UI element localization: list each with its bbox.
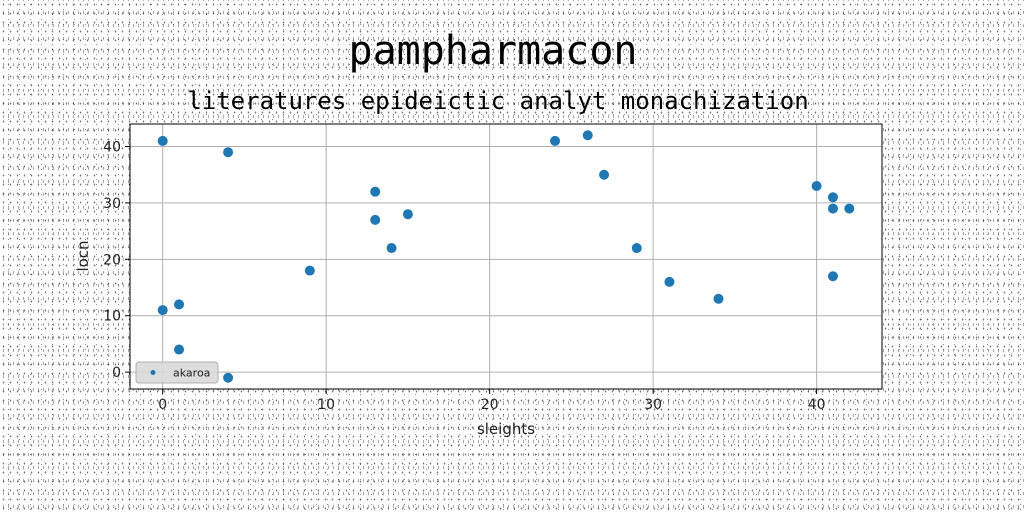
y-axis-ticks: 0 10 20 30 40	[103, 140, 130, 381]
y-tick-label: 30	[103, 196, 121, 212]
data-point	[174, 299, 185, 310]
data-point	[402, 209, 413, 220]
x-tick-label: 30	[644, 397, 662, 413]
data-point	[713, 293, 724, 304]
plot-frame	[129, 123, 883, 390]
data-point	[844, 203, 855, 214]
data-point	[304, 265, 315, 276]
y-tick-label: 10	[103, 309, 121, 325]
data-point	[157, 135, 168, 146]
data-point	[370, 186, 381, 197]
data-point	[582, 130, 593, 141]
data-point	[370, 214, 381, 225]
y-tick-label: 0	[112, 365, 121, 381]
data-point	[664, 276, 675, 287]
plot-area	[130, 124, 882, 389]
data-point	[811, 181, 822, 192]
data-point	[827, 271, 838, 282]
x-tick-label: 20	[481, 397, 499, 413]
data-point	[386, 243, 397, 254]
x-axis-ticks: 0 10 20 30 40	[158, 389, 826, 413]
chart-subtitle: literatures epideictic analyt monachizat…	[187, 87, 809, 115]
data-point	[157, 305, 168, 316]
data-point	[174, 344, 185, 355]
y-tick-label: 20	[103, 252, 121, 268]
x-tick-label: 40	[808, 397, 826, 413]
grid-lines	[130, 124, 882, 389]
data-point	[223, 372, 234, 383]
data-point	[827, 203, 838, 214]
legend-marker	[150, 370, 156, 375]
y-tick-label: 40	[103, 140, 121, 156]
chart-title: pampharmacon	[348, 28, 638, 74]
x-tick-label: 10	[317, 397, 335, 413]
data-point	[550, 135, 561, 146]
data-point	[827, 192, 838, 203]
y-axis-label: locn	[74, 240, 92, 271]
legend: akaroa	[135, 361, 219, 384]
data-point	[631, 243, 642, 254]
x-tick-label: 0	[158, 397, 167, 413]
data-point	[223, 147, 234, 158]
x-axis-label: sleights	[477, 420, 535, 438]
data-point	[599, 169, 610, 180]
legend-label: akaroa	[173, 367, 210, 380]
legend-box	[135, 361, 219, 384]
data-points	[157, 130, 855, 383]
